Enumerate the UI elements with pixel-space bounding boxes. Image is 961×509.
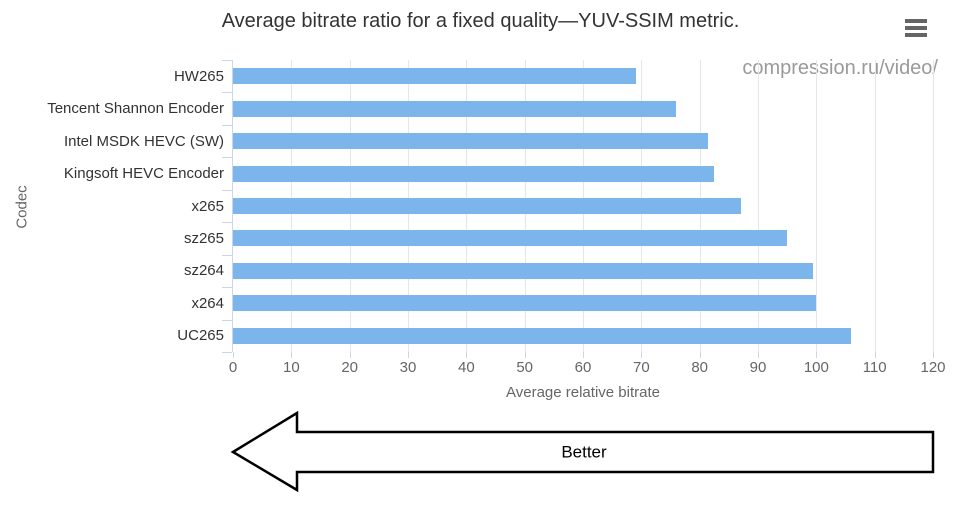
hamburger-bar	[905, 33, 927, 37]
x-axis-tick-mark	[583, 352, 584, 358]
y-axis-tick-mark	[222, 287, 232, 289]
bar-uc265	[233, 327, 852, 344]
bar-hw265	[233, 68, 636, 85]
gridline-100	[816, 60, 818, 352]
bar-x265	[233, 198, 741, 214]
y-axis-tick-mark	[222, 60, 232, 61]
y-axis-tick-mark	[222, 254, 232, 256]
category-label-kingsoft-hevc-encoder: Kingsoft HEVC Encoder	[63, 165, 224, 183]
hamburger-bar	[905, 19, 927, 23]
x-tick-label-70: 70	[632, 359, 650, 376]
plot-area	[222, 60, 934, 358]
x-axis-tick-mark	[233, 352, 234, 358]
x-tick-label-100: 100	[803, 359, 829, 376]
y-axis-tick-mark	[222, 222, 232, 224]
x-tick-label-60: 60	[574, 359, 592, 376]
hamburger-menu-icon[interactable]	[905, 19, 927, 37]
chart-title: Average bitrate ratio for a fixed qualit…	[221, 10, 740, 32]
category-label-x264: x264	[191, 294, 224, 312]
x-axis-tick-mark	[466, 352, 468, 358]
x-tick-label-50: 50	[516, 359, 533, 376]
bar-sz265	[233, 230, 788, 247]
arrow-label: Better	[561, 443, 607, 462]
x-tick-label-0: 0	[228, 359, 238, 376]
x-tick-label-90: 90	[749, 359, 767, 376]
x-axis-tick-mark	[291, 352, 293, 358]
category-label-intel-msdk-hevc-sw: Intel MSDK HEVC (SW)	[63, 132, 224, 150]
category-label-tencent-shannon-encoder: Tencent Shannon Encoder	[47, 100, 224, 118]
bar-sz264	[233, 262, 814, 279]
x-tick-label-30: 30	[399, 359, 417, 376]
category-label-sz264: sz264	[183, 262, 224, 280]
y-axis-tick-mark	[222, 319, 232, 321]
x-axis-tick-labels: 0 10 20 30 40 50 60 70 80 90 100 110 120	[229, 359, 946, 377]
x-tick-label-10: 10	[282, 359, 300, 376]
y-axis-line	[232, 60, 233, 352]
credits-link[interactable]: compression.ru/video/	[742, 57, 938, 79]
category-label-sz265: sz265	[183, 229, 224, 247]
x-axis-tick-mark	[758, 352, 759, 358]
gridline-120	[933, 60, 934, 352]
x-axis-tick-mark	[933, 352, 934, 358]
category-label-x265: x265	[191, 197, 224, 215]
x-tick-label-80: 80	[691, 359, 708, 376]
category-label-uc265: UC265	[177, 327, 224, 345]
x-axis-tick-mark	[524, 352, 526, 358]
bar-tencent-shannon-encoder	[233, 100, 677, 117]
x-axis-title: Average relative bitrate	[506, 384, 660, 401]
better-arrow: Better	[230, 410, 935, 493]
x-axis-tick-mark	[874, 352, 876, 358]
y-axis-labels: HW265 Tencent Shannon Encoder Intel MSDK H…	[0, 60, 224, 352]
y-axis-tick-mark	[222, 92, 232, 94]
hamburger-bar	[905, 26, 927, 30]
arrow-shape	[230, 410, 935, 493]
bar-x264	[233, 295, 817, 312]
category-label-hw265: HW265	[173, 67, 224, 85]
x-tick-label-120: 120	[920, 359, 946, 376]
x-axis-tick-mark	[699, 352, 701, 358]
y-axis-tick-mark	[222, 124, 232, 126]
x-tick-label-40: 40	[457, 359, 475, 376]
gridline-110	[874, 60, 876, 352]
x-axis-tick-mark	[349, 352, 351, 358]
bar-kingsoft-hevc-encoder	[233, 165, 715, 182]
y-axis-tick-mark	[222, 189, 232, 191]
y-axis-tick-mark	[222, 157, 232, 159]
x-tick-label-110: 110	[862, 359, 887, 376]
bar-intel-msdk-hevc-sw	[233, 133, 709, 150]
x-axis-tick-mark	[408, 352, 409, 358]
x-axis-tick-mark	[816, 352, 818, 358]
x-tick-label-20: 20	[341, 359, 358, 376]
x-axis-tick-mark	[641, 352, 643, 358]
gridline-90	[758, 60, 759, 352]
y-axis-tick-mark	[222, 352, 232, 353]
